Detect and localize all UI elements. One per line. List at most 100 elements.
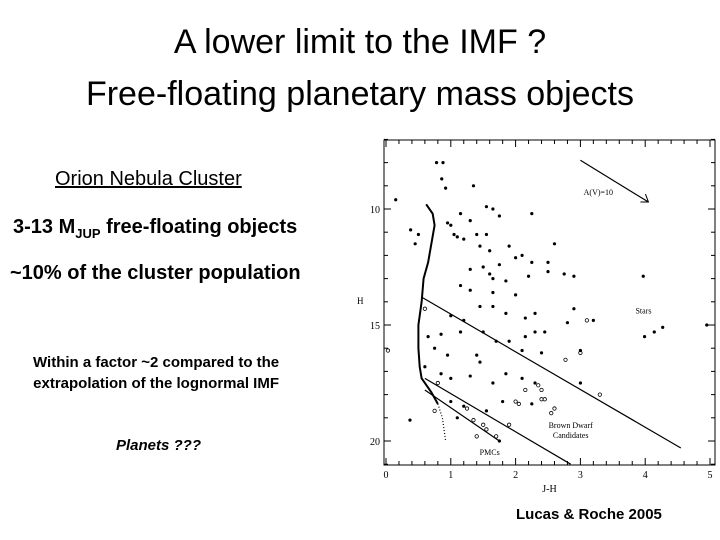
star-point: [520, 376, 524, 380]
y-tick-label: 15: [370, 321, 380, 332]
brown-dwarf-boundary-line: [424, 377, 571, 465]
star-point: [539, 351, 544, 355]
candidate-point: [584, 318, 589, 323]
star-point: [514, 293, 518, 297]
candidate-point: [523, 387, 528, 393]
candidate-point: [484, 427, 489, 432]
mass-range-text: 3-13 MJUP free-floating objects: [13, 216, 297, 241]
mass-suffix: free-floating objects: [100, 216, 298, 238]
star-point: [504, 372, 508, 376]
star-point: [449, 376, 453, 380]
brown-dwarf-label-line1: Brown Dwarf: [549, 421, 594, 430]
star-point: [481, 330, 485, 334]
star-point: [504, 279, 508, 283]
star-point: [449, 223, 453, 227]
candidate-point: [385, 348, 391, 353]
candidate-point: [552, 406, 557, 411]
candidate-point: [471, 418, 476, 423]
star-point: [514, 256, 518, 260]
y-axis-label: H: [357, 296, 364, 306]
star-point: [409, 228, 413, 232]
star-point: [591, 318, 595, 322]
star-point: [562, 272, 566, 276]
star-point: [497, 214, 501, 218]
candidate-point: [597, 392, 602, 397]
star-point: [530, 212, 534, 216]
star-point: [484, 409, 489, 413]
star-point: [491, 381, 495, 385]
mass-subscript: JUP: [75, 226, 101, 241]
star-point: [484, 205, 489, 209]
cluster-heading: Orion Nebula Cluster: [55, 168, 242, 190]
slide-title-line2: Free-floating planetary mass objects: [85, 75, 635, 113]
star-point: [530, 260, 534, 264]
candidate-point: [481, 422, 486, 427]
star-point: [507, 244, 511, 248]
star-point: [572, 307, 576, 311]
star-point: [449, 314, 453, 318]
isochrone-extension: [437, 403, 447, 442]
x-tick-label: 2: [513, 470, 518, 481]
star-point: [491, 304, 495, 309]
star-point: [491, 290, 495, 295]
star-point: [661, 325, 665, 329]
star-point: [552, 242, 557, 246]
star-point: [497, 439, 501, 443]
star-point: [478, 304, 482, 309]
fraction-text: ~10% of the cluster population: [10, 262, 301, 284]
star-point: [533, 330, 537, 334]
star-point: [441, 161, 445, 165]
slide-title-line1: A lower limit to the IMF ?: [173, 23, 547, 61]
star-point: [475, 353, 479, 357]
star-point: [491, 277, 495, 281]
star-point: [394, 198, 398, 202]
star-point: [533, 311, 537, 315]
color-magnitude-diagram: 0 1 2 3 4 5 10 15 20 J-H H A(V)=10 Stars Brown DwarfC…: [357, 138, 716, 495]
star-point: [471, 184, 476, 188]
candidate-point: [422, 306, 427, 311]
stars-label: Stars: [635, 306, 651, 315]
x-tick-label: 0: [384, 470, 389, 481]
star-point: [433, 346, 437, 350]
star-point: [408, 418, 412, 422]
star-point: [501, 399, 505, 404]
star-point: [504, 311, 508, 315]
candidate-point: [563, 357, 568, 362]
mass-prefix: 3-13 M: [13, 216, 76, 238]
star-point: [455, 235, 459, 239]
reddening-vector: [580, 159, 649, 203]
star-point: [523, 316, 527, 320]
candidate-point: [435, 380, 440, 386]
star-point: [449, 399, 453, 404]
comparison-text: Within a factor ~2 compared to the extrap…: [33, 352, 279, 394]
star-point: [494, 339, 498, 343]
star-point: [520, 348, 524, 353]
arrowhead-icon: [640, 193, 650, 203]
star-point: [444, 186, 448, 190]
star-point: [488, 249, 492, 253]
star-point: [484, 232, 489, 237]
star-point: [413, 242, 417, 246]
star-point: [426, 335, 430, 339]
star-point: [445, 221, 450, 225]
star-point: [543, 330, 547, 334]
comparison-line2: extrapolation of the lognormal IMF: [33, 375, 279, 392]
candidate-point: [539, 397, 544, 402]
star-point: [546, 260, 550, 264]
star-point: [526, 274, 531, 278]
star-point: [705, 323, 709, 327]
candidate-point: [539, 387, 544, 393]
star-point: [641, 274, 645, 278]
star-point: [507, 339, 511, 343]
candidate-point: [549, 411, 554, 416]
star-point: [478, 244, 482, 248]
star-point: [478, 360, 482, 364]
star-point: [491, 207, 495, 211]
candidate-point: [536, 383, 541, 388]
star-point: [439, 372, 443, 376]
star-point: [488, 272, 492, 276]
star-point: [455, 416, 459, 420]
star-point: [530, 402, 534, 406]
star-point: [468, 374, 472, 378]
reddening-label: A(V)=10: [584, 188, 613, 197]
